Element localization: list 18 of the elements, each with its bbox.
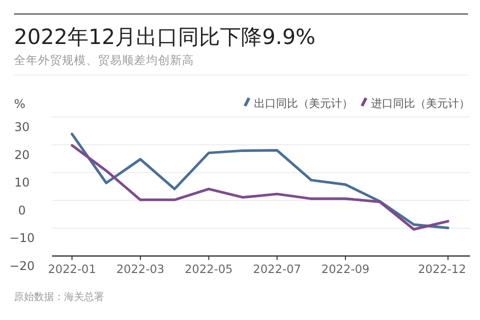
text: 原始数据：海关总署 [14, 291, 104, 303]
y-tick-label: −10 [9, 231, 35, 246]
x-tick-label: 2022-09 [321, 262, 370, 276]
x-tick-label: 2022-05 [184, 262, 233, 276]
chart-title: 2022年12月出口同比下降9.9% [14, 25, 316, 49]
y-tick-label: 10 [14, 176, 30, 190]
legend-label: 进口同比（美元计） [371, 97, 470, 110]
x-tick-label: 2022-12 [418, 262, 466, 276]
chart-subtitle: 全年外贸规模、贸易顺差均创新高 [14, 53, 194, 67]
y-tick-label: −20 [9, 259, 35, 273]
x-tick-label: 2022-01 [48, 262, 96, 276]
y-tick-label: 0 [18, 203, 26, 218]
x-tick-label: 2022-03 [116, 262, 164, 276]
legend-label: 出口同比（美元计） [254, 97, 353, 110]
y-tick-label: 20 [14, 148, 30, 162]
y-axis-title: % [14, 97, 26, 111]
x-tick-label: 2022-07 [253, 262, 302, 276]
y-tick-label: 30 [14, 120, 30, 134]
